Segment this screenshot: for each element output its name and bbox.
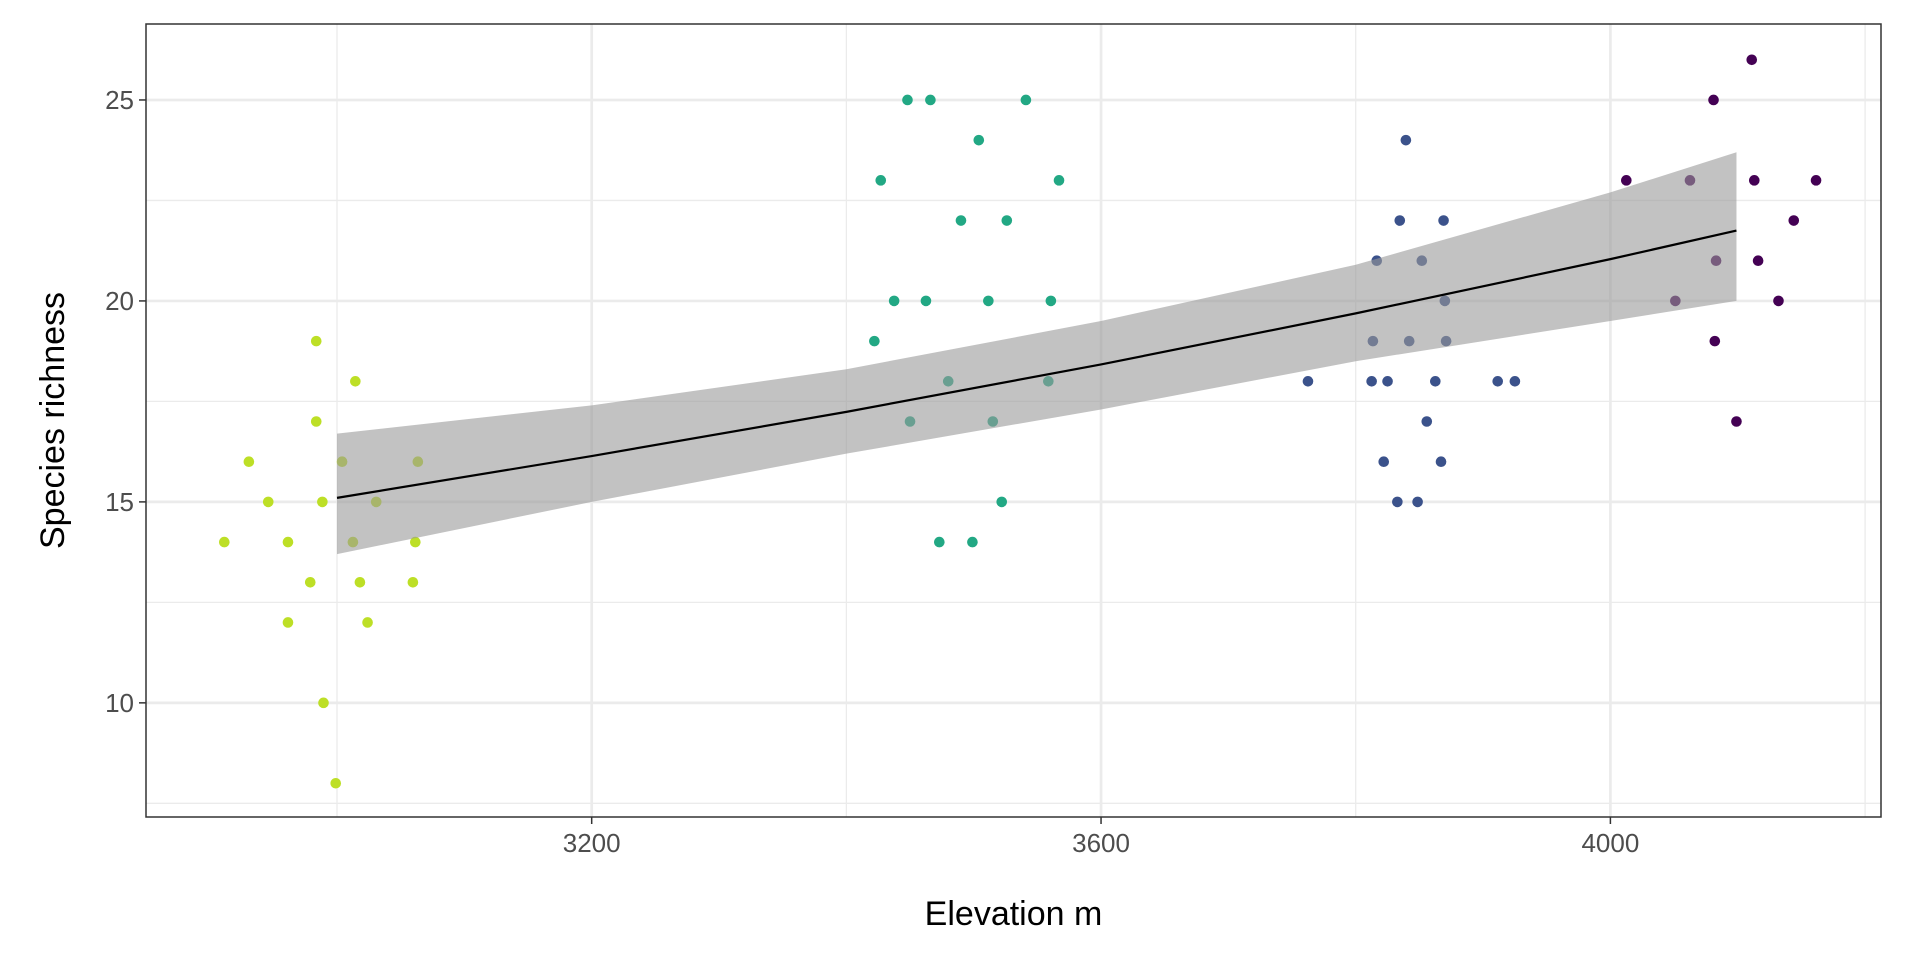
data-point bbox=[407, 576, 419, 588]
data-point bbox=[1509, 376, 1521, 387]
data-point bbox=[310, 335, 322, 347]
fit-layer bbox=[336, 152, 1737, 555]
data-point bbox=[1752, 255, 1764, 267]
data-point bbox=[1001, 215, 1013, 226]
data-point bbox=[243, 456, 255, 467]
y-tick-label: 15 bbox=[105, 487, 134, 517]
y-tick-label: 20 bbox=[105, 286, 134, 316]
x-tick-label: 3200 bbox=[563, 828, 621, 858]
x-axis-label: Elevation m bbox=[925, 895, 1103, 933]
data-point bbox=[317, 496, 328, 508]
data-point bbox=[410, 536, 421, 548]
data-point bbox=[362, 617, 373, 628]
x-tick-label: 4000 bbox=[1581, 828, 1639, 858]
fit-line bbox=[336, 229, 1737, 499]
data-point bbox=[1366, 376, 1377, 387]
data-point bbox=[330, 777, 342, 789]
data-point bbox=[1421, 416, 1433, 427]
data-point bbox=[1748, 175, 1760, 186]
confidence-band bbox=[337, 152, 1737, 555]
data-point bbox=[1045, 295, 1057, 307]
data-point bbox=[1053, 175, 1065, 186]
data-point bbox=[1438, 215, 1449, 226]
y-axis-label: Species richness bbox=[34, 292, 72, 549]
data-point bbox=[1302, 376, 1314, 387]
data-point bbox=[973, 134, 985, 146]
data-point bbox=[350, 376, 361, 387]
data-point bbox=[934, 536, 945, 548]
data-point bbox=[920, 295, 932, 307]
data-point bbox=[1773, 295, 1784, 307]
data-point bbox=[1400, 134, 1412, 146]
data-point bbox=[1020, 94, 1032, 106]
data-point bbox=[282, 536, 294, 548]
data-point bbox=[1709, 335, 1721, 347]
data-point bbox=[282, 617, 294, 628]
data-point bbox=[1788, 215, 1800, 226]
data-point bbox=[1382, 376, 1393, 387]
y-tick-label: 25 bbox=[105, 85, 134, 115]
data-point bbox=[354, 576, 366, 588]
panel-border bbox=[145, 23, 1882, 818]
x-tick-label: 3600 bbox=[1072, 828, 1130, 858]
data-point bbox=[318, 697, 329, 709]
data-point bbox=[996, 496, 1008, 508]
data-point bbox=[1412, 496, 1423, 508]
data-point bbox=[1731, 416, 1742, 427]
data-point bbox=[955, 215, 967, 226]
data-point bbox=[1708, 94, 1719, 106]
y-tick-label: 10 bbox=[105, 688, 134, 718]
data-point bbox=[1394, 215, 1406, 226]
data-point bbox=[304, 576, 316, 588]
data-point bbox=[219, 536, 230, 548]
data-point bbox=[1435, 456, 1447, 467]
data-point bbox=[1492, 376, 1504, 387]
data-point bbox=[310, 416, 322, 427]
data-point bbox=[1810, 175, 1822, 186]
data-point bbox=[925, 94, 936, 106]
data-point bbox=[262, 496, 274, 508]
data-point bbox=[983, 295, 994, 307]
data-point bbox=[902, 94, 913, 106]
data-point bbox=[1430, 376, 1441, 387]
data-point bbox=[875, 175, 887, 186]
data-point bbox=[1392, 496, 1403, 508]
data-point bbox=[888, 295, 900, 307]
data-point bbox=[869, 335, 880, 347]
data-point bbox=[1621, 175, 1632, 186]
data-point bbox=[1746, 54, 1758, 66]
axes: 3200 3600 4000 10 15 20 25 bbox=[105, 85, 1639, 858]
data-point bbox=[967, 536, 978, 548]
data-point bbox=[1378, 456, 1390, 467]
